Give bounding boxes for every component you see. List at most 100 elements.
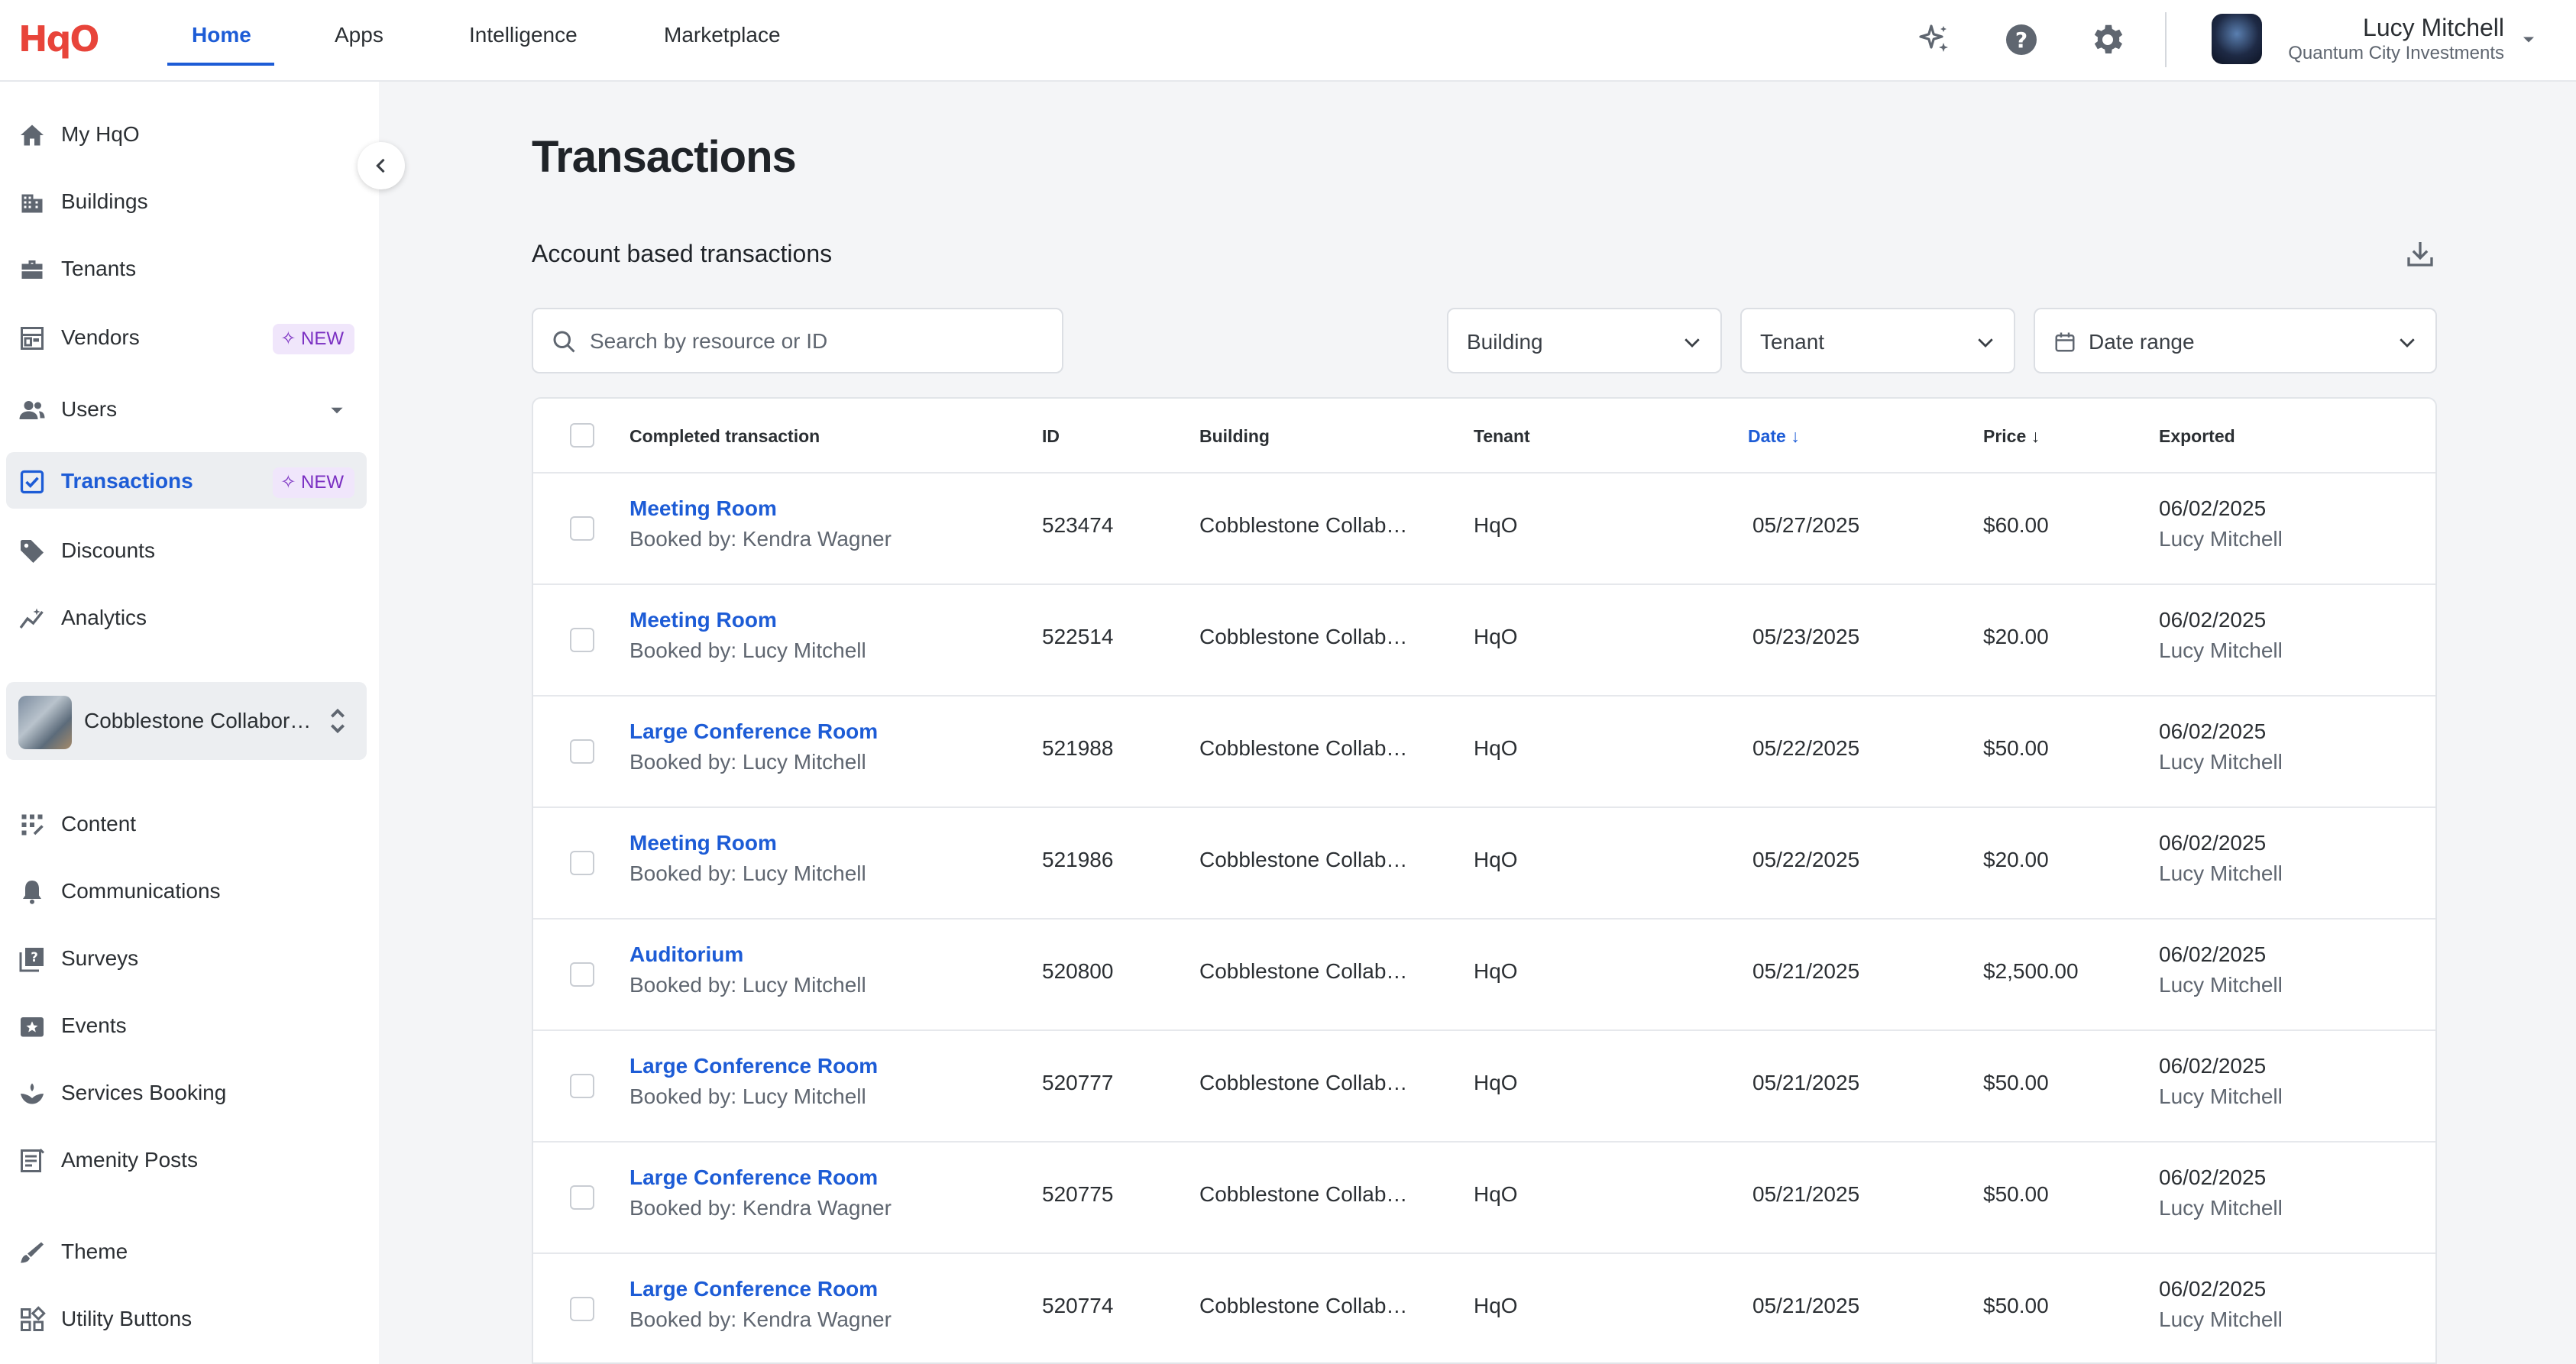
booked-by: Booked by: Lucy Mitchell xyxy=(629,861,866,885)
select-all-checkbox[interactable] xyxy=(570,423,594,448)
table-row[interactable]: Meeting Room Booked by: Kendra Wagner 5234… xyxy=(533,474,2435,585)
resource-link[interactable]: Large Conference Room xyxy=(629,1277,879,1301)
building-filter-dropdown[interactable]: Building xyxy=(1447,308,1722,373)
cell-price: $50.00 xyxy=(1983,736,2049,760)
row-checkbox[interactable] xyxy=(570,516,594,541)
sidebar-item-content[interactable]: Content xyxy=(6,795,367,852)
exported-by: Lucy Mitchell xyxy=(2159,1307,2283,1331)
building-switcher[interactable]: Cobblestone Collaborative xyxy=(6,682,367,760)
brush-icon xyxy=(18,1239,46,1266)
booked-by: Booked by: Lucy Mitchell xyxy=(629,1084,866,1108)
exported-by: Lucy Mitchell xyxy=(2159,527,2283,551)
row-checkbox[interactable] xyxy=(570,851,594,875)
table-row[interactable]: Auditorium Booked by: Lucy Mitchell 520800… xyxy=(533,920,2435,1031)
table-row[interactable]: Meeting Room Booked by: Lucy Mitchell 5225… xyxy=(533,585,2435,697)
caret-down-icon[interactable] xyxy=(2518,29,2539,50)
booked-by: Booked by: Lucy Mitchell xyxy=(629,750,866,774)
calendar-icon xyxy=(2053,331,2076,354)
caret-down-icon xyxy=(327,400,347,420)
tab-apps[interactable]: Apps xyxy=(335,23,383,47)
arrow-down-icon: ↓ xyxy=(1791,426,1800,446)
building-icon xyxy=(18,189,46,216)
cell-tenant: HqO xyxy=(1474,736,1518,760)
download-icon[interactable] xyxy=(2405,238,2435,269)
column-header-transaction: Completed transaction xyxy=(629,426,820,446)
cell-date: 05/21/2025 xyxy=(1752,1294,1860,1317)
resource-link[interactable]: Meeting Room xyxy=(629,831,777,855)
cell-price: $20.00 xyxy=(1983,625,2049,648)
cell-building: Cobblestone Collab… xyxy=(1199,736,1408,760)
sidebar-item-label: Tenants xyxy=(61,257,137,280)
collapse-sidebar-button[interactable] xyxy=(358,142,405,189)
table-row[interactable]: Large Conference Room Booked by: Lucy Mit… xyxy=(533,1031,2435,1143)
avatar[interactable] xyxy=(2212,14,2262,64)
row-checkbox[interactable] xyxy=(570,1074,594,1098)
search-input[interactable] xyxy=(590,323,1048,360)
sidebar-item-my-hqo[interactable]: My HqO xyxy=(6,105,367,162)
row-checkbox[interactable] xyxy=(570,1297,594,1321)
column-header-price-label: Price xyxy=(1983,426,2027,446)
table-row[interactable]: Large Conference Room Booked by: Kendra W… xyxy=(533,1143,2435,1254)
help-icon[interactable]: ? xyxy=(2003,21,2040,58)
cell-building: Cobblestone Collab… xyxy=(1199,1294,1408,1317)
exported-by: Lucy Mitchell xyxy=(2159,638,2283,662)
cell-date: 05/21/2025 xyxy=(1752,1182,1860,1206)
resource-link[interactable]: Auditorium xyxy=(629,942,744,966)
cell-tenant: HqO xyxy=(1474,959,1518,983)
column-header-date[interactable]: Date ↓ xyxy=(1748,426,1800,447)
sidebar-item-analytics[interactable]: Analytics xyxy=(6,589,367,645)
row-checkbox[interactable] xyxy=(570,628,594,652)
arrow-down-icon: ↓ xyxy=(2031,426,2040,446)
row-checkbox[interactable] xyxy=(570,739,594,764)
resource-link[interactable]: Large Conference Room xyxy=(629,1165,879,1189)
sparkle-icon[interactable] xyxy=(1916,21,1953,58)
hqo-logo[interactable]: HqO xyxy=(18,18,100,60)
sidebar-item-utility-buttons[interactable]: Utility Buttons xyxy=(6,1290,367,1346)
sidebar-item-services-booking[interactable]: Services Booking xyxy=(6,1064,367,1120)
cell-building: Cobblestone Collab… xyxy=(1199,625,1408,648)
sidebar-item-amenity-posts[interactable]: Amenity Posts xyxy=(6,1131,367,1188)
cell-id: 520775 xyxy=(1042,1182,1114,1206)
date-range-dropdown[interactable]: Date range xyxy=(2034,308,2437,373)
sidebar-item-theme[interactable]: Theme xyxy=(6,1223,367,1279)
cell-date: 05/23/2025 xyxy=(1752,625,1860,648)
sidebar-item-vendors[interactable]: Vendors ✧ NEW xyxy=(6,309,367,365)
table-row[interactable]: Large Conference Room Booked by: Kendra W… xyxy=(533,1254,2435,1362)
sidebar-item-transactions[interactable]: Transactions ✧ NEW xyxy=(6,452,367,509)
sidebar-item-tenants[interactable]: Tenants xyxy=(6,240,367,296)
sidebar-item-label: Utility Buttons xyxy=(61,1307,193,1330)
svg-text:?: ? xyxy=(2015,27,2027,53)
column-header-price[interactable]: Price ↓ xyxy=(1983,426,2040,447)
sidebar-item-communications[interactable]: Communications xyxy=(6,862,367,919)
column-header-tenant: Tenant xyxy=(1474,426,1530,446)
tab-home[interactable]: Home xyxy=(192,23,251,47)
resource-link[interactable]: Large Conference Room xyxy=(629,1054,879,1078)
sidebar-item-discounts[interactable]: Discounts xyxy=(6,522,367,578)
cell-price: $50.00 xyxy=(1983,1071,2049,1094)
briefcase-icon xyxy=(18,256,46,283)
tab-intelligence[interactable]: Intelligence xyxy=(469,23,578,47)
search-field[interactable] xyxy=(532,308,1063,373)
sidebar-item-users[interactable]: Users xyxy=(6,380,367,437)
resource-link[interactable]: Meeting Room xyxy=(629,496,777,520)
resource-link[interactable]: Large Conference Room xyxy=(629,719,879,743)
sidebar-item-label: Amenity Posts xyxy=(61,1148,198,1172)
row-checkbox[interactable] xyxy=(570,962,594,987)
sidebar-item-label: Users xyxy=(61,397,118,421)
tenant-filter-dropdown[interactable]: Tenant xyxy=(1740,308,2015,373)
sidebar-item-buildings[interactable]: Buildings xyxy=(6,173,367,229)
row-checkbox[interactable] xyxy=(570,1185,594,1210)
cell-id: 523474 xyxy=(1042,513,1114,537)
resource-link[interactable]: Meeting Room xyxy=(629,608,777,632)
gear-icon[interactable] xyxy=(2089,21,2126,58)
sidebar-item-events[interactable]: Events xyxy=(6,997,367,1053)
widgets-icon xyxy=(18,1306,46,1333)
cell-date: 05/22/2025 xyxy=(1752,848,1860,871)
sidebar-item-surveys[interactable]: ? Surveys xyxy=(6,929,367,986)
tab-marketplace[interactable]: Marketplace xyxy=(664,23,781,47)
sidebar-item-label: Events xyxy=(61,1013,127,1037)
user-name[interactable]: Lucy Mitchell xyxy=(2363,14,2504,41)
cell-tenant: HqO xyxy=(1474,1294,1518,1317)
table-row[interactable]: Meeting Room Booked by: Lucy Mitchell 5219… xyxy=(533,808,2435,920)
table-row[interactable]: Large Conference Room Booked by: Lucy Mit… xyxy=(533,697,2435,808)
